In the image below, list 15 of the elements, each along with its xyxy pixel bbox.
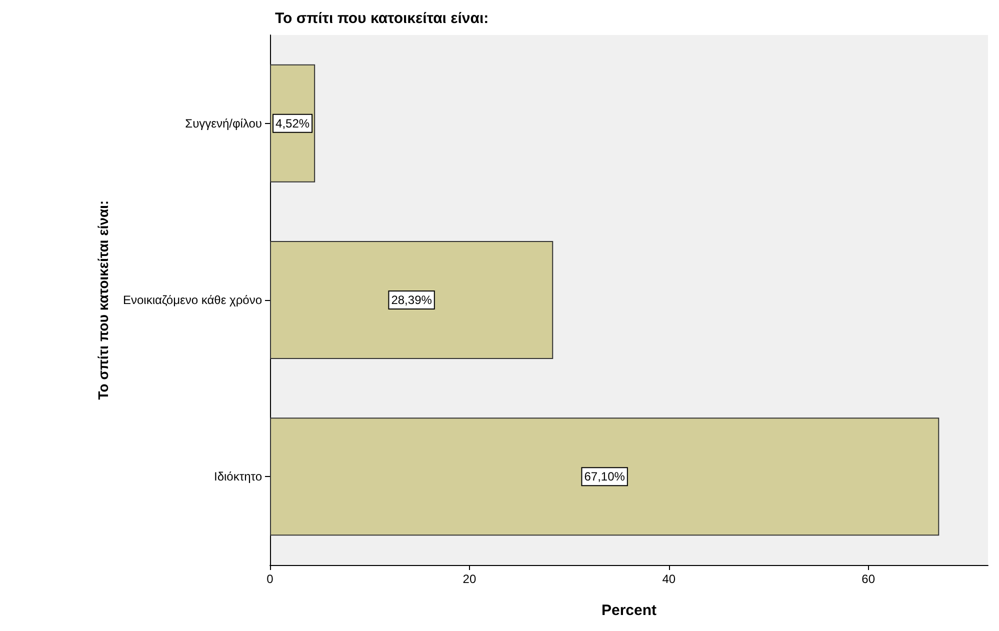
y-tick-label: Συγγενή/φίλου	[185, 116, 262, 130]
data-label: 67,10%	[584, 470, 626, 484]
x-tick-label: 60	[862, 572, 876, 586]
x-axis-title: Percent	[601, 602, 657, 619]
bar	[270, 241, 554, 359]
y-tick-label: Ενοικιαζόμενο κάθε χρόνο	[122, 293, 262, 307]
data-label: 28,39%	[391, 293, 432, 307]
bar	[270, 418, 940, 536]
y-tick-label: Ιδιόκτητο	[214, 470, 262, 484]
data-label: 4,52%	[276, 116, 310, 130]
y-axis-title: Το σπίτι που κατοικείται είναι:	[95, 200, 111, 400]
x-tick-label: 40	[662, 572, 676, 586]
x-tick-label: 20	[462, 572, 476, 586]
x-tick-label: 0	[266, 572, 274, 586]
chart-title: Το σπίτι που κατοικείται είναι:	[275, 10, 489, 27]
